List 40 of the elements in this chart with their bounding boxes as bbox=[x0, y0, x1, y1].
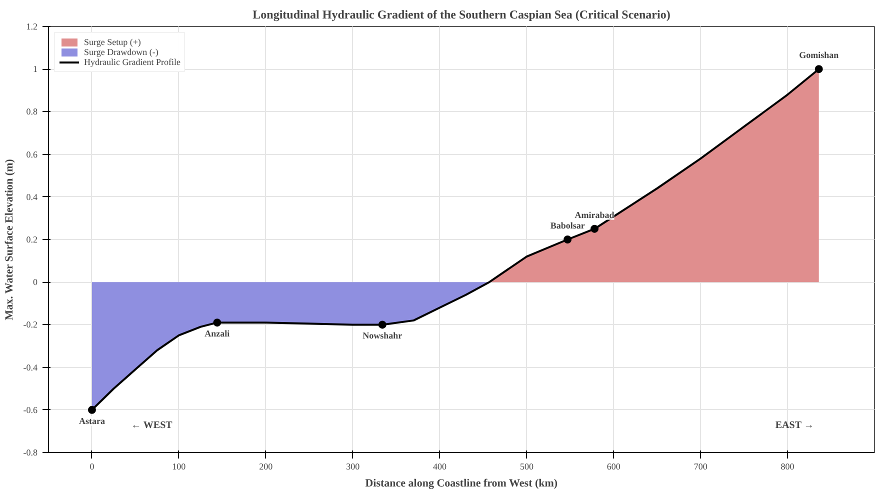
annotation: Amirabad bbox=[574, 210, 614, 220]
x-tick-label: 100 bbox=[172, 462, 186, 472]
x-tick-label: 400 bbox=[433, 462, 448, 472]
y-tick-label: -0.6 bbox=[23, 404, 38, 415]
x-tick-label: 600 bbox=[606, 462, 621, 472]
y-tick-label: -0.8 bbox=[23, 448, 38, 458]
legend-label: Surge Setup (+) bbox=[84, 37, 141, 47]
annotation: Astara bbox=[78, 416, 106, 426]
y-tick-label: 0.2 bbox=[26, 234, 38, 244]
y-tick-label: 0 bbox=[33, 277, 38, 288]
annotation: Anzali bbox=[204, 328, 230, 339]
legend-label: Hydraulic Gradient Profile bbox=[84, 57, 180, 67]
point bbox=[564, 236, 572, 244]
point bbox=[213, 318, 222, 327]
x-tick-label: 200 bbox=[259, 462, 274, 472]
x-tick-label: 800 bbox=[780, 462, 795, 472]
point bbox=[88, 406, 96, 414]
point bbox=[378, 320, 386, 329]
y-tick-label: 0.8 bbox=[26, 106, 38, 117]
annotation: Gomishan bbox=[799, 50, 839, 60]
point bbox=[590, 224, 599, 233]
annotation: ← WEST bbox=[131, 420, 173, 432]
chart-title: Longitudinal Hydraulic Gradient of the Southern Caspian Sea (Critical Scenario) bbox=[252, 8, 670, 22]
x-tick-label: 0 bbox=[90, 462, 95, 472]
y-tick-label: 0.4 bbox=[26, 192, 38, 202]
x-tick-label: 500 bbox=[520, 462, 534, 472]
point bbox=[814, 65, 823, 74]
annotation: Nowshahr bbox=[362, 330, 402, 341]
y-axis-title: Max. Water Surface Elevation (m) bbox=[3, 158, 16, 320]
annotation: EAST → bbox=[775, 420, 814, 432]
legend-label: Surge Drawdown (-) bbox=[84, 47, 158, 57]
annotation: Babolsar bbox=[550, 220, 585, 230]
x-axis-title: Distance along Coastline from West (km) bbox=[365, 478, 558, 490]
y-tick-label: -0.2 bbox=[23, 320, 38, 330]
y-tick-label: 0.6 bbox=[26, 149, 38, 160]
x-tick-label: 300 bbox=[346, 462, 360, 472]
y-tick-label: 1 bbox=[33, 64, 38, 74]
x-tick-label: 700 bbox=[694, 462, 708, 472]
y-tick-label: -0.4 bbox=[23, 362, 38, 372]
y-tick-label: 1.2 bbox=[26, 22, 38, 32]
